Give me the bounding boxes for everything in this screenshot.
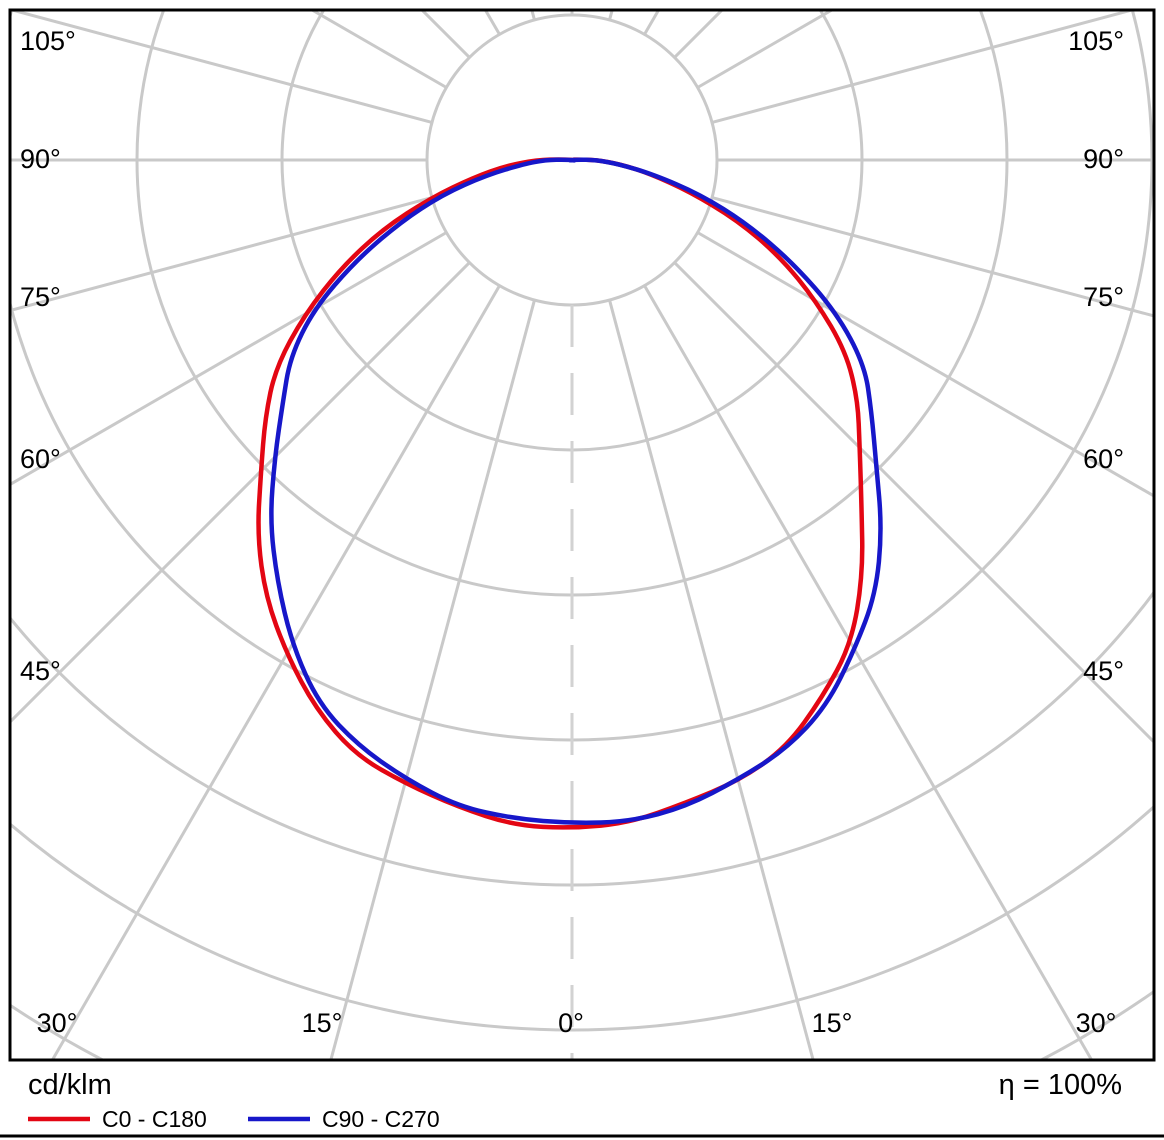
grid-circle	[135, 10, 1009, 597]
grid-ray	[643, 284, 1094, 1060]
angle-label: 75°	[1083, 282, 1124, 312]
grid-circle	[10, 804, 1154, 1032]
angle-label: 60°	[1083, 444, 1124, 474]
intensity-curves	[256, 157, 883, 830]
angle-labels: 105° 90° 75° 60° 45° 105° 90° 75° 60° 45° 30° 15° 0°…	[20, 26, 1124, 1038]
angle-label: 105°	[1068, 26, 1124, 56]
grid-circle	[10, 10, 1154, 742]
grid-ray	[10, 231, 448, 487]
units-label: cd/klm	[28, 1069, 112, 1101]
grid-ray	[673, 261, 1154, 745]
angle-label: 60°	[20, 444, 61, 474]
grid-ray	[10, 10, 433, 124]
angle-label: 45°	[1083, 656, 1124, 686]
legend-label-c0-c180: C0 - C180	[102, 1106, 207, 1132]
grid-ray	[608, 299, 815, 1060]
grid-ray	[696, 231, 1154, 498]
grid-ray	[10, 261, 471, 725]
angle-label: 0°	[558, 1008, 584, 1038]
angle-label: 105°	[20, 26, 76, 56]
chart-frame	[8, 8, 1156, 1062]
intensity-curve-c90-c270	[269, 157, 883, 825]
grid-ray	[711, 10, 1138, 124]
angle-label: 75°	[20, 282, 61, 312]
grid-ray	[50, 284, 501, 1060]
angle-label: 15°	[812, 1008, 853, 1038]
legend-label-c90-c270: C90 - C270	[322, 1106, 440, 1132]
grid-ray	[711, 196, 1154, 318]
intensity-curve-c0-c180	[256, 157, 865, 830]
angle-label: 90°	[1083, 144, 1124, 174]
angle-label: 30°	[1076, 1008, 1117, 1038]
grid-ray	[329, 299, 536, 1060]
grid-ray	[10, 196, 433, 313]
angle-label: 30°	[37, 1008, 78, 1038]
efficiency-label: η = 100%	[999, 1069, 1122, 1101]
angle-label: 15°	[302, 1008, 343, 1038]
grid-circle	[10, 589, 1154, 887]
angle-label: 90°	[20, 144, 61, 174]
angle-label: 45°	[20, 656, 61, 686]
